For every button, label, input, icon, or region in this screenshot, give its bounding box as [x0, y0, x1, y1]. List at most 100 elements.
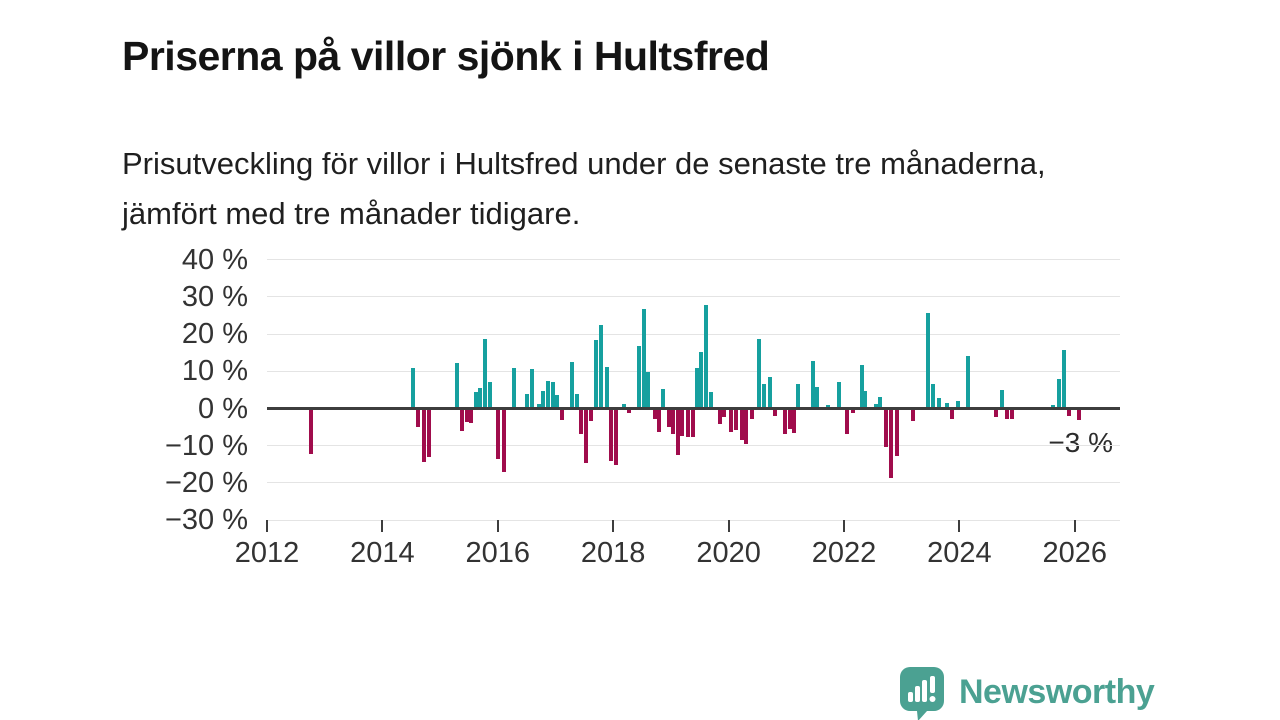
bar [762, 383, 767, 409]
x-axis-tick [958, 520, 961, 532]
bar [536, 403, 541, 409]
bar [845, 408, 850, 434]
bar [739, 408, 744, 440]
bar [609, 408, 614, 462]
bar [641, 309, 646, 409]
bar [604, 367, 609, 409]
bar [863, 391, 868, 409]
bar [478, 388, 483, 409]
bar [883, 408, 888, 448]
y-axis-tick-label: −30 % [164, 504, 248, 537]
bar [454, 362, 459, 409]
y-axis-tick-label: 30 % [181, 280, 248, 313]
bar [850, 408, 855, 413]
gridline [267, 370, 1120, 372]
bar [426, 408, 431, 458]
bar [1005, 408, 1010, 420]
bar [613, 408, 618, 466]
bar [721, 408, 726, 418]
bar [729, 408, 734, 433]
bar [999, 390, 1004, 409]
bar [511, 367, 516, 409]
bar [554, 395, 559, 409]
bar [773, 408, 778, 416]
bar [1051, 405, 1056, 409]
bar [945, 402, 950, 409]
x-axis-tick-label: 2022 [811, 537, 877, 569]
zero-axis-line [267, 407, 1120, 410]
bar [593, 340, 598, 409]
bar [744, 408, 749, 444]
bar [670, 408, 675, 434]
bar [889, 408, 894, 479]
gridline [267, 296, 1120, 298]
bar [1061, 350, 1066, 409]
bar [994, 408, 999, 418]
bar [955, 400, 960, 409]
y-axis-tick-label: 20 % [181, 318, 248, 351]
bar [415, 408, 420, 428]
bar [878, 397, 883, 409]
bar [584, 408, 589, 463]
bar [656, 408, 661, 433]
bar [545, 381, 550, 409]
bar [460, 408, 465, 431]
bar [873, 403, 878, 409]
x-axis-tick [843, 520, 845, 532]
bar [836, 382, 841, 409]
bar [574, 394, 579, 409]
newsworthy-logo: Newsworthy [899, 666, 1155, 720]
bar [309, 408, 314, 454]
bar [704, 305, 709, 409]
bar [695, 367, 700, 409]
bar [599, 324, 604, 409]
bar [1067, 408, 1072, 416]
y-axis-tick-label: −10 % [164, 429, 248, 462]
bar [680, 408, 685, 436]
bar [717, 408, 722, 425]
bar [626, 408, 631, 414]
x-axis-tick-label: 2026 [1042, 537, 1108, 569]
bar [811, 360, 816, 409]
gridline [267, 519, 1120, 521]
y-axis-tick-label: 40 % [181, 243, 248, 276]
x-axis-tick-label: 2016 [465, 537, 531, 569]
bar [1076, 408, 1081, 420]
bar [525, 393, 530, 409]
bar [931, 384, 936, 409]
last-value-annotation: −3 % [1048, 427, 1113, 458]
bar [421, 408, 426, 463]
bar [570, 362, 575, 409]
bar [488, 382, 493, 409]
bar [925, 313, 930, 409]
bar [815, 386, 820, 409]
chart-subtitle: Prisutveckling för villor i Hultsfred un… [122, 146, 1046, 232]
x-axis-tick-label: 2018 [580, 537, 646, 569]
bar [966, 356, 971, 409]
gridline [267, 482, 1120, 484]
bar [589, 408, 594, 421]
x-axis-tick [727, 520, 730, 532]
bar [708, 392, 713, 409]
bar [911, 408, 916, 422]
bar [756, 338, 761, 409]
bar [749, 408, 754, 419]
bar [791, 408, 796, 434]
bar [579, 408, 584, 434]
bar [666, 408, 671, 428]
bar [825, 405, 830, 409]
bar [894, 408, 899, 457]
bar [560, 408, 565, 421]
bar [699, 351, 704, 409]
bar [530, 369, 535, 409]
bar [1056, 379, 1061, 409]
chart-title: Priserna på villor sjönk i Hultsfred [122, 33, 770, 80]
x-axis-tick [612, 520, 615, 532]
x-axis-tick-label: 2024 [927, 537, 992, 569]
gridline [267, 445, 1120, 447]
bar [787, 408, 792, 429]
bar [660, 388, 665, 409]
x-axis-tick [381, 520, 384, 532]
